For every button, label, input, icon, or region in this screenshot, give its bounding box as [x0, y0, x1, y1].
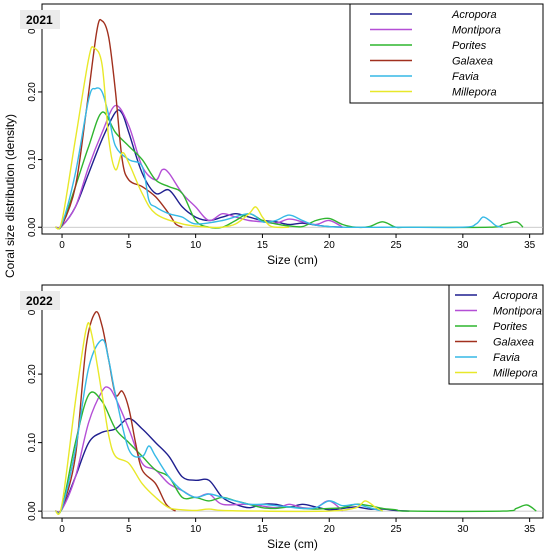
legend-label-millepora: Millepora [493, 368, 538, 380]
legend-label-porites: Porites [493, 321, 528, 333]
x-tick-label: 20 [324, 240, 336, 251]
y-tick-label: 0.00 [27, 217, 38, 237]
panel-tag-background [20, 291, 60, 310]
plot-frame [41, 3, 544, 235]
panel-tag-background [20, 10, 60, 29]
y-axis-label: Coral size distribution (density) [3, 114, 17, 278]
legend-label-millepora: Millepora [452, 87, 497, 99]
legend-box [349, 3, 544, 104]
x-tick-label: 15 [257, 240, 269, 251]
y-tick-label: 0.10 [27, 149, 38, 169]
panel-title: 2021 [26, 13, 53, 27]
x-tick-label: 30 [457, 524, 469, 535]
series-line-millepora [54, 322, 383, 515]
legend-label-montipora: Montipora [493, 306, 542, 318]
legend-label-galaxea: Galaxea [452, 56, 493, 68]
panel-title: 2022 [26, 294, 53, 308]
y-tick-label: 0.20 [27, 364, 38, 384]
x-tick-label: 10 [190, 524, 202, 535]
x-tick-label: 0 [59, 240, 65, 251]
legend-label-favia: Favia [493, 352, 520, 364]
y-tick-label: 0.00 [27, 501, 38, 521]
legend-label-favia: Favia [452, 71, 479, 83]
x-tick-label: 15 [257, 524, 269, 535]
x-axis-label: Size (cm) [267, 253, 318, 267]
x-tick-label: 5 [126, 524, 132, 535]
series-line-montipora [55, 104, 343, 229]
x-tick-label: 10 [190, 240, 202, 251]
x-tick-label: 35 [524, 240, 536, 251]
legend-label-galaxea: Galaxea [493, 337, 534, 349]
series-line-porites [54, 391, 537, 515]
series-line-millepora [54, 45, 290, 230]
legend-label-acropora: Acropora [451, 9, 497, 21]
series-line-favia [54, 339, 383, 514]
x-tick-label: 5 [126, 240, 132, 251]
x-tick-label: 25 [390, 240, 402, 251]
series-line-galaxea [55, 18, 183, 230]
series-line-favia [55, 87, 504, 230]
legend-box [448, 284, 544, 385]
x-axis-label: Size (cm) [267, 537, 318, 551]
x-tick-label: 35 [524, 524, 536, 535]
plot-frame [41, 284, 544, 519]
y-tick-label: 0.10 [27, 432, 38, 452]
legend-label-montipora: Montipora [452, 25, 501, 37]
x-tick-label: 0 [59, 524, 65, 535]
x-tick-label: 25 [390, 524, 402, 535]
legend-label-acropora: Acropora [492, 290, 538, 302]
series-line-acropora [55, 417, 410, 513]
legend-label-porites: Porites [452, 40, 487, 52]
series-line-montipora [55, 386, 344, 513]
x-tick-label: 30 [457, 240, 469, 251]
y-tick-label: 0.20 [27, 82, 38, 102]
series-line-porites [55, 111, 524, 230]
x-tick-label: 20 [324, 524, 336, 535]
series-line-acropora [55, 109, 343, 229]
